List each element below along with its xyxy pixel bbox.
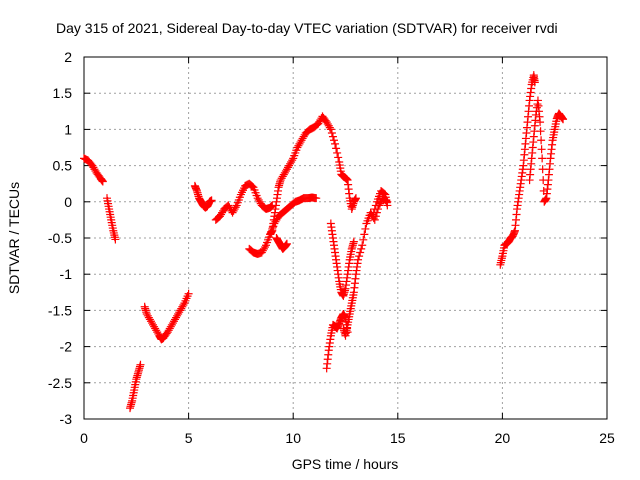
y-tick-label: 2 bbox=[64, 49, 72, 65]
data-point bbox=[312, 194, 321, 203]
data-point bbox=[325, 123, 334, 132]
data-point bbox=[380, 189, 389, 198]
y-tick-label: 1 bbox=[64, 121, 72, 137]
series-arc-1 bbox=[80, 154, 107, 186]
data-point bbox=[288, 156, 297, 165]
y-tick-label: -2.5 bbox=[48, 375, 72, 391]
series-arc-14 bbox=[496, 71, 539, 269]
series-arc-5 bbox=[190, 181, 216, 212]
data-point bbox=[357, 244, 366, 253]
series-arc-6 bbox=[211, 179, 277, 224]
data-point bbox=[383, 201, 392, 210]
data-point bbox=[351, 194, 360, 203]
data-point bbox=[331, 139, 340, 148]
y-tick-label: -1.5 bbox=[48, 302, 72, 318]
x-tick-label: 5 bbox=[185, 430, 193, 446]
data-point bbox=[332, 144, 341, 153]
data-point bbox=[536, 118, 545, 127]
y-tick-label: -0.5 bbox=[48, 230, 72, 246]
y-tick-label: 1.5 bbox=[53, 85, 73, 101]
data-point bbox=[361, 224, 370, 233]
y-tick-label: 0.5 bbox=[53, 158, 73, 174]
data-point bbox=[333, 148, 342, 157]
y-tick-label: -2 bbox=[60, 339, 73, 355]
data-point bbox=[282, 239, 291, 248]
data-point bbox=[260, 243, 269, 252]
x-tick-label: 20 bbox=[495, 430, 511, 446]
data-point bbox=[371, 201, 380, 210]
data-point bbox=[326, 125, 335, 134]
series-arc-13 bbox=[368, 186, 392, 221]
series-arc-4 bbox=[140, 289, 193, 344]
data-point bbox=[179, 300, 188, 309]
chart-title: Day 315 of 2021, Sidereal Day-to-day VTE… bbox=[56, 20, 558, 36]
data-point bbox=[355, 252, 364, 261]
data-point bbox=[349, 237, 358, 246]
data-point bbox=[537, 136, 546, 145]
series-arc-11 bbox=[326, 219, 358, 300]
x-tick-label: 10 bbox=[285, 430, 301, 446]
grid bbox=[84, 57, 607, 419]
data-point bbox=[327, 129, 336, 138]
data-point bbox=[184, 289, 193, 298]
data-point bbox=[328, 132, 337, 141]
x-axis-label: GPS time / hours bbox=[292, 456, 399, 472]
series-arc-8 bbox=[266, 112, 360, 239]
data-point bbox=[98, 177, 107, 186]
data-point bbox=[370, 205, 379, 214]
data-point bbox=[207, 196, 216, 205]
data-point bbox=[537, 145, 546, 154]
y-axis: 2 1.5 1 0.5 0 -0.5 -1 -1.5 -2 -2.5 -3 bbox=[48, 49, 607, 427]
y-tick-label: -3 bbox=[60, 411, 73, 427]
data-point bbox=[329, 136, 338, 145]
data-point bbox=[111, 235, 120, 244]
y-tick-label: 0 bbox=[64, 194, 72, 210]
data-point bbox=[536, 127, 545, 136]
data-point bbox=[354, 255, 363, 264]
data-point bbox=[358, 241, 367, 250]
data-point bbox=[231, 203, 240, 212]
data-point bbox=[360, 230, 369, 239]
data-point bbox=[538, 165, 547, 174]
series-arc-2 bbox=[103, 194, 120, 244]
y-axis-label: SDTVAR / TECUs bbox=[6, 182, 22, 294]
x-tick-label: 25 bbox=[599, 430, 615, 446]
x-tick-label: 0 bbox=[80, 430, 88, 446]
data-points bbox=[80, 71, 568, 413]
x-axis: 0 5 10 15 20 25 bbox=[80, 57, 615, 446]
x-tick-label: 15 bbox=[390, 430, 406, 446]
data-point bbox=[369, 208, 378, 217]
data-point bbox=[136, 360, 145, 369]
data-point bbox=[530, 78, 539, 87]
y-tick-label: -1 bbox=[60, 266, 73, 282]
series-arc-3 bbox=[126, 360, 145, 413]
data-point bbox=[559, 115, 568, 124]
data-point bbox=[368, 212, 377, 221]
data-point bbox=[356, 248, 365, 257]
series-arc-9 bbox=[272, 234, 291, 253]
data-point bbox=[359, 235, 368, 244]
data-point bbox=[538, 154, 547, 163]
series-arc-15 bbox=[525, 96, 568, 206]
data-point bbox=[334, 153, 343, 162]
